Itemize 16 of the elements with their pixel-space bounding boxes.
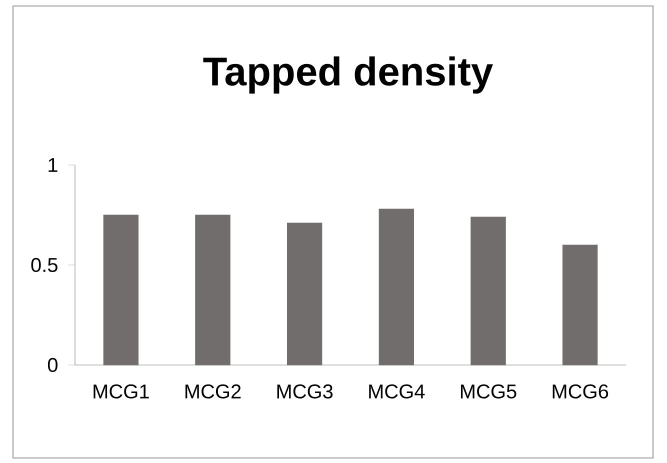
x-tick-label: MCG4 <box>369 384 425 399</box>
y-tick-label: 1 <box>48 158 58 172</box>
y-tick-label: 0 <box>48 358 58 372</box>
bar <box>195 214 230 366</box>
chart-title: Tapped density <box>203 56 493 94</box>
x-tick-label: MCG5 <box>460 384 516 399</box>
bar <box>286 222 322 366</box>
y-tick-label: 0.5 <box>31 258 58 272</box>
bar <box>470 216 506 366</box>
x-tick-label: MCG1 <box>94 384 149 399</box>
bar <box>562 244 598 366</box>
bar <box>378 208 414 366</box>
x-tick-label: MCG2 <box>185 384 241 399</box>
x-tick-label: MCG6 <box>552 384 608 399</box>
x-tick-label: MCG3 <box>277 384 333 399</box>
bar <box>103 214 139 366</box>
